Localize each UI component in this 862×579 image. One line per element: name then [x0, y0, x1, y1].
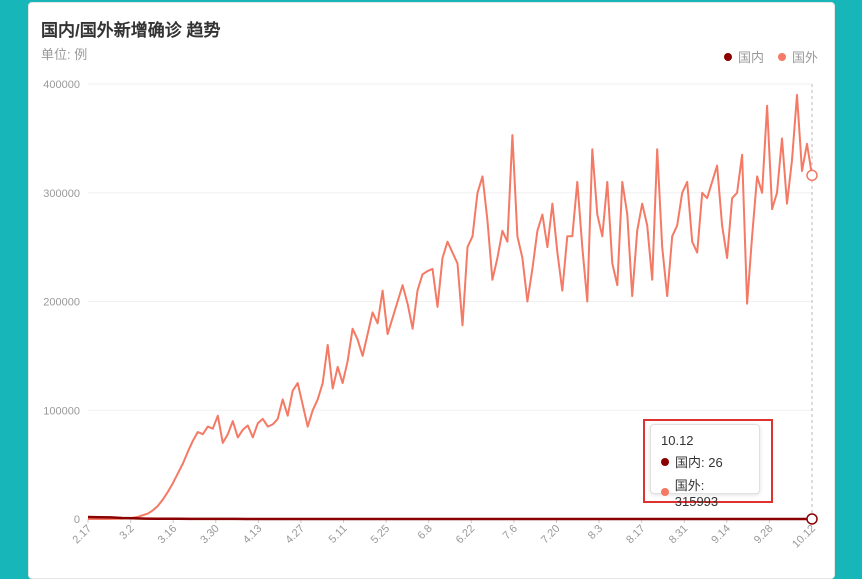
tooltip-date: 10.12 — [661, 433, 694, 448]
tooltip-dot-domestic — [661, 457, 669, 466]
x-tick-label-17: 10.12 — [790, 523, 818, 551]
legend-item-foreign[interactable]: 国外 — [777, 47, 818, 66]
x-tick-label-6: 5.11 — [327, 523, 350, 546]
x-tick-label-16: 9.28 — [752, 523, 776, 547]
x-tick-label-10: 7.6 — [501, 523, 520, 542]
tooltip-highlight-frame — [643, 419, 773, 503]
x-tick-label-2: 3.16 — [156, 523, 180, 547]
legend-label-foreign: 国外 — [791, 50, 818, 65]
x-tick-label-3: 3.30 — [198, 523, 222, 547]
legend-label-domestic: 国内 — [737, 50, 764, 65]
x-tick-label-12: 8.3 — [586, 523, 605, 542]
y-tick-label-2: 200000 — [43, 297, 80, 309]
y-tick-label-0: 0 — [74, 514, 80, 526]
tooltip-dot-foreign — [661, 488, 669, 496]
legend-dot-foreign — [777, 52, 786, 61]
chart-title: 国内/国外新增确诊 趋势 — [41, 21, 221, 40]
hover-point-domestic — [806, 513, 818, 525]
x-tick-label-5: 4.27 — [283, 523, 307, 547]
x-tick-label-15: 9.14 — [709, 523, 733, 547]
tooltip-row-foreign: 国外: 315993 — [661, 475, 749, 509]
x-tick-label-9: 6.22 — [454, 523, 478, 547]
chart-card: 国内/国外新增确诊 趋势 单位: 例 国内 国外 — [28, 2, 835, 579]
x-tick-label-1: 3.2 — [117, 523, 136, 542]
line-chart[interactable]: 0 100000 200000 300000 400000 2.17 3.2 3.16 3.30… — [0, 0, 862, 567]
unit-label: 单位: 例 — [41, 47, 88, 62]
tooltip-row-domestic: 国内: 26 — [661, 452, 749, 471]
legend-dot-domestic — [723, 52, 732, 61]
y-tick-label-1: 100000 — [43, 405, 80, 417]
x-tick-label-7: 5.25 — [369, 523, 393, 547]
legend: 国内 国外 — [723, 47, 818, 66]
x-tick-label-13: 8.17 — [624, 523, 648, 547]
x-tick-label-11: 7.20 — [539, 523, 563, 547]
series-line-foreign — [88, 93, 813, 520]
tooltip-value-foreign: 国外: 315993 — [674, 478, 719, 509]
x-tick-label-4: 4.13 — [241, 523, 265, 547]
x-tick-label-14: 8.31 — [667, 523, 691, 547]
series-line-domestic — [87, 515, 812, 521]
hover-point-foreign — [806, 169, 818, 182]
legend-item-domestic[interactable]: 国内 — [723, 47, 764, 66]
y-tick-label-4: 400000 — [43, 79, 80, 91]
y-tick-label-3: 300000 — [43, 188, 80, 200]
tooltip-value-domestic: 国内: 26 — [675, 455, 723, 470]
x-tick-label-0: 2.17 — [70, 523, 94, 547]
chart-tooltip: 10.12 国内: 26 国外: 315993 — [650, 424, 760, 509]
x-tick-label-8: 6.8 — [416, 523, 435, 542]
